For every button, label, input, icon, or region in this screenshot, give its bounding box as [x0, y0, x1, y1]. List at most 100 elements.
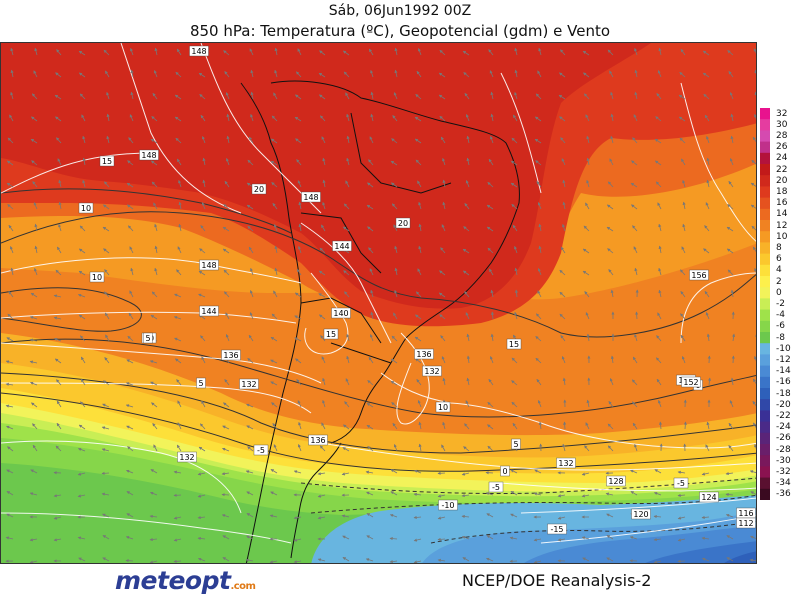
wind-arrow	[30, 116, 38, 122]
wind-arrow	[78, 270, 86, 276]
wind-arrow	[537, 267, 542, 276]
wind-arrow	[103, 380, 110, 386]
wind-arrow	[322, 377, 326, 386]
wind-arrow	[752, 400, 756, 407]
wind-arrow	[270, 359, 278, 364]
wind-arrow	[369, 136, 374, 144]
wind-arrow	[129, 290, 134, 298]
wind-arrow	[439, 270, 446, 276]
wind-arrow	[318, 314, 326, 320]
wind-arrow	[583, 93, 590, 100]
wind-arrow	[320, 115, 326, 122]
wind-arrow	[298, 245, 302, 254]
wind-arrow	[223, 204, 230, 210]
wind-arrow	[368, 48, 374, 56]
wind-arrow	[199, 248, 206, 254]
colorbar-tick-label: 24	[776, 153, 788, 164]
colorbar-swatch	[760, 130, 770, 143]
wind-arrow	[605, 492, 614, 496]
wind-arrow	[414, 469, 422, 474]
colorbar-swatch	[760, 343, 770, 355]
wind-arrow	[225, 334, 230, 342]
wind-arrow	[223, 402, 230, 408]
wind-arrow	[630, 469, 638, 474]
wind-arrow	[173, 559, 182, 563]
wind-arrow	[559, 313, 566, 320]
wind-arrow	[176, 444, 182, 452]
wind-arrow	[415, 94, 422, 100]
wind-arrow	[53, 316, 62, 320]
wind-arrow	[247, 159, 254, 166]
wind-arrow	[606, 513, 614, 518]
wind-arrow	[465, 180, 470, 188]
wind-arrow	[701, 536, 710, 540]
contour-label: 136	[308, 434, 328, 446]
wind-arrow	[56, 246, 62, 254]
wind-arrow	[201, 135, 206, 144]
wind-arrow	[223, 269, 230, 276]
wind-arrow	[222, 557, 230, 562]
wind-arrow	[537, 399, 542, 408]
colorbar-swatch	[760, 253, 770, 266]
wind-arrow	[368, 159, 374, 166]
svg-text:-15: -15	[550, 525, 563, 534]
wind-arrow	[393, 224, 398, 232]
wind-arrow	[536, 378, 542, 386]
wind-arrow	[224, 379, 230, 386]
wind-arrow	[269, 560, 278, 563]
wind-arrow	[632, 137, 638, 144]
wind-arrow	[705, 202, 710, 210]
wind-arrow	[563, 421, 567, 430]
wind-arrow	[248, 334, 254, 342]
wind-arrow	[753, 422, 756, 429]
wind-arrow	[53, 494, 62, 498]
wind-arrow	[585, 202, 590, 210]
wind-arrow	[680, 290, 686, 298]
wind-arrow	[677, 493, 686, 498]
wind-arrow	[461, 514, 470, 519]
wind-arrow	[6, 182, 14, 188]
wind-arrow	[297, 443, 302, 452]
wind-arrow	[249, 289, 254, 298]
wind-arrow	[438, 72, 446, 78]
wind-arrow	[197, 472, 206, 476]
wind-arrow	[656, 357, 662, 364]
wind-arrow	[656, 378, 662, 386]
wind-arrow	[610, 289, 614, 298]
colorbar-swatch	[760, 488, 770, 500]
wind-arrow	[126, 359, 134, 364]
colorbar-swatch	[760, 141, 770, 154]
wind-arrow	[442, 179, 446, 188]
wind-arrow	[394, 47, 398, 56]
wind-arrow	[726, 226, 734, 232]
wind-arrow	[511, 203, 518, 210]
wind-arrow	[726, 557, 734, 562]
contour-label: 148	[189, 45, 209, 57]
wind-arrow	[609, 158, 614, 166]
wind-arrow	[608, 400, 614, 408]
wind-arrow	[104, 312, 110, 320]
wind-arrow	[341, 514, 350, 518]
wind-arrow	[726, 535, 734, 540]
wind-arrow	[102, 204, 110, 210]
wind-arrow	[583, 225, 590, 232]
wind-arrow	[490, 311, 495, 320]
wind-arrow	[296, 268, 302, 276]
wind-arrow	[586, 333, 590, 342]
wind-arrow	[656, 335, 662, 342]
wind-arrow	[153, 202, 158, 210]
contour-labels: 20201515101010101555500-5-5-5-10-1514814…	[78, 45, 756, 535]
wind-arrow	[246, 513, 254, 518]
svg-text:10: 10	[92, 273, 102, 282]
contour-label: 140	[331, 307, 351, 319]
wind-arrow	[32, 181, 38, 188]
contour-label: -5	[488, 481, 504, 493]
wind-arrow	[226, 135, 230, 144]
wind-arrow	[201, 400, 206, 408]
wind-arrow	[704, 290, 710, 298]
wind-arrow	[394, 267, 398, 276]
wind-arrow	[250, 113, 254, 122]
wind-arrow	[343, 71, 350, 78]
wind-arrow	[606, 204, 614, 210]
wind-arrow	[558, 72, 566, 78]
